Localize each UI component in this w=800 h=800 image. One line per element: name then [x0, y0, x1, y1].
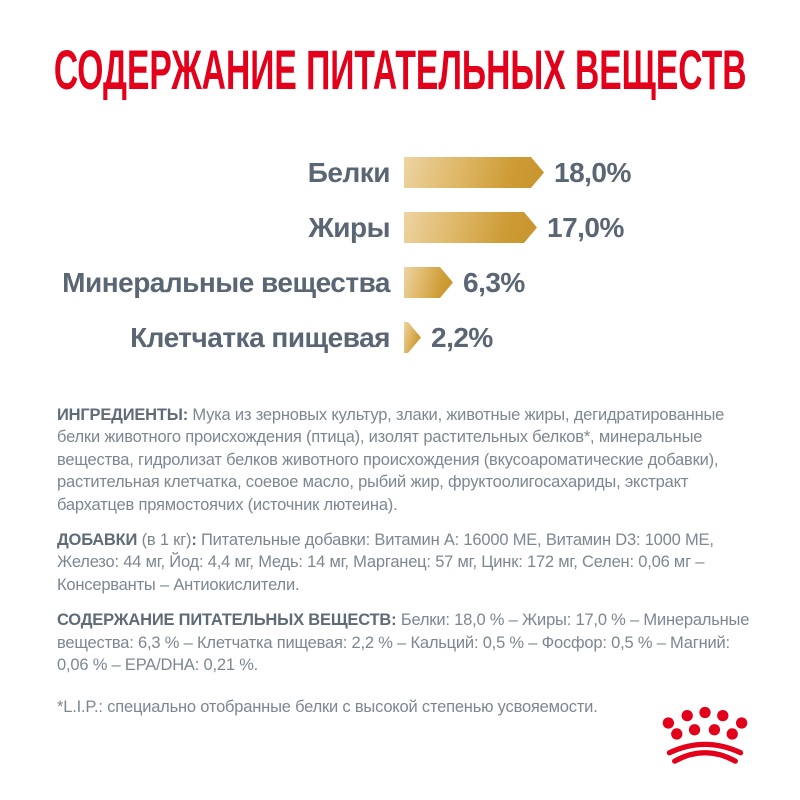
chart-bar [404, 212, 537, 243]
nutrition-bar-chart: Белки 18,0% Жиры 17,0% Минеральные вещества 6… [0, 157, 800, 353]
chart-category-label: Минеральные вещества [62, 266, 390, 298]
chart-bar [404, 157, 544, 188]
chart-value-label: 6,3% [463, 266, 525, 298]
section-body: Белки: 18,0 % – Жиры: 17,0 % – Минеральн… [57, 611, 750, 675]
chart-row: Клетчатка пищевая 2,2% [0, 322, 800, 353]
royal-canin-crown-logo [660, 704, 750, 766]
lip-footnote: *L.I.P.: специально отобранные белки с в… [57, 698, 598, 717]
chart-value-label: 18,0% [554, 156, 631, 188]
chart-category-label: Белки [307, 156, 391, 188]
page-title: СОДЕРЖАНИЕ ПИТАТЕЛЬНЫХ ВЕЩЕСТВ [0, 37, 800, 101]
chart-category-label: Клетчатка пищевая [130, 321, 390, 353]
section-heading: СОДЕРЖАНИЕ ПИТАТЕЛЬНЫХ ВЕЩЕСТВ: [57, 611, 397, 630]
chart-row: Жиры 17,0% [0, 212, 800, 243]
chart-bar [404, 267, 453, 298]
chart-value-label: 2,2% [431, 321, 493, 353]
info-sections: ИНГРЕДИЕНТЫ: Мука из зерновых культур, з… [57, 404, 750, 719]
section-heading: ДОБАВКИ [57, 531, 138, 550]
chart-value-label: 17,0% [547, 211, 624, 243]
section-additives: ДОБАВКИ (в 1 кг): Питательные добавки: В… [57, 529, 750, 596]
section-heading: ИНГРЕДИЕНТЫ: [57, 406, 189, 424]
section-body: Мука из зерновых культур, злаки, животны… [57, 406, 725, 514]
chart-row: Минеральные вещества 6,3% [0, 267, 800, 298]
section-nutrient-content: СОДЕРЖАНИЕ ПИТАТЕЛЬНЫХ ВЕЩЕСТВ: Белки: 1… [57, 609, 750, 676]
crown-icon [660, 704, 750, 766]
section-body: Питательные добавки: Витамин A: 16000 МЕ… [57, 531, 714, 594]
section-heading: : [191, 531, 197, 550]
section-body: (в 1 кг) [137, 531, 192, 550]
section-ingredients: ИНГРЕДИЕНТЫ: Мука из зерновых культур, з… [57, 404, 750, 516]
page-title-text: СОДЕРЖАНИЕ ПИТАТЕЛЬНЫХ ВЕЩЕСТВ [53, 37, 747, 101]
chart-category-label: Жиры [308, 211, 390, 243]
chart-row: Белки 18,0% [0, 157, 800, 188]
chart-bar [404, 322, 421, 353]
